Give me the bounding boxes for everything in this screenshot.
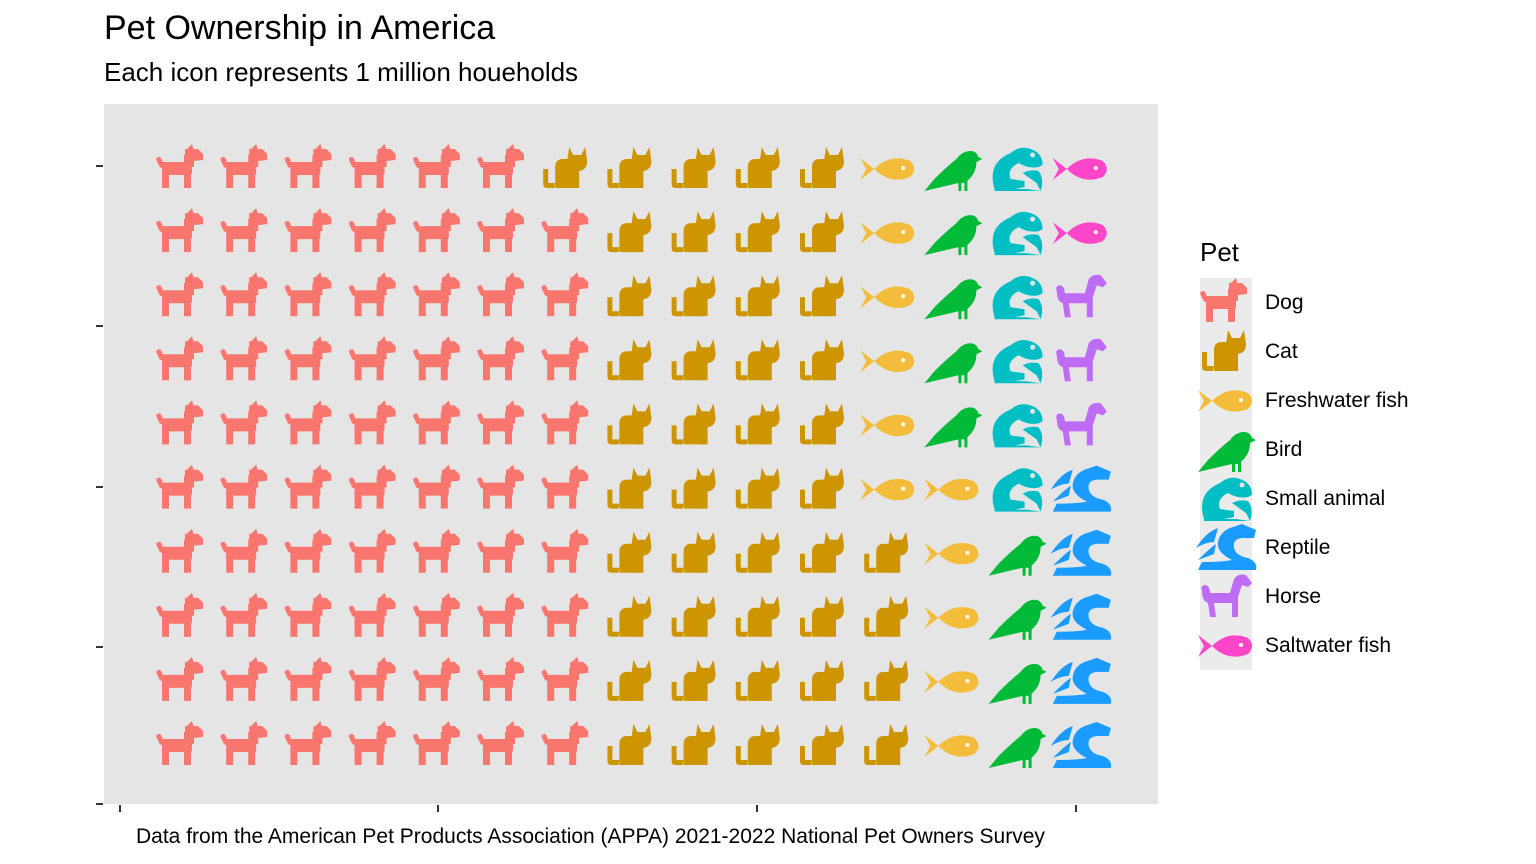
legend-item: Bird xyxy=(1198,425,1500,474)
dog-icon xyxy=(1199,277,1247,322)
legend-label: Bird xyxy=(1265,437,1303,461)
frog-icon xyxy=(1202,477,1252,521)
x-axis-ticks xyxy=(119,805,1077,812)
legend-keys: Dog Cat Freshwater fish Bird Small animal Rep… xyxy=(1196,277,1500,670)
legend: Pet Dog Cat Freshwater fish Bird Small anima… xyxy=(1196,236,1500,670)
bird-icon xyxy=(1198,431,1256,472)
y-axis-ticks xyxy=(96,165,103,805)
legend-label: Reptile xyxy=(1265,535,1331,559)
legend-item: Dog xyxy=(1199,277,1500,327)
legend-key xyxy=(1198,376,1252,425)
legend-item: Horse xyxy=(1200,572,1500,621)
legend-key xyxy=(1200,327,1252,376)
fish-icon xyxy=(1198,634,1252,657)
horse-icon xyxy=(1201,574,1252,617)
legend-key xyxy=(1199,277,1252,327)
legend-label: Small animal xyxy=(1265,486,1386,510)
legend-label: Saltwater fish xyxy=(1265,633,1392,657)
legend-key xyxy=(1200,474,1252,523)
legend-label: Freshwater fish xyxy=(1265,388,1409,412)
fish-icon xyxy=(1198,389,1252,412)
chart-caption: Data from the American Pet Products Asso… xyxy=(136,825,1045,848)
chart-subtitle: Each icon represents 1 million houeholds xyxy=(104,57,579,87)
legend-item: Cat xyxy=(1200,327,1500,376)
legend-label: Dog xyxy=(1265,290,1304,314)
legend-title: Pet xyxy=(1200,237,1240,267)
legend-key xyxy=(1198,425,1256,474)
legend-item: Freshwater fish xyxy=(1198,376,1500,425)
legend-label: Horse xyxy=(1265,584,1322,608)
legend-item: Saltwater fish xyxy=(1198,621,1500,670)
legend-key xyxy=(1196,523,1257,572)
legend-label: Cat xyxy=(1265,339,1298,363)
legend-item: Reptile xyxy=(1196,523,1500,572)
legend-key xyxy=(1200,572,1252,621)
cat-icon xyxy=(1202,329,1246,371)
chart-title: Pet Ownership in America xyxy=(104,9,496,47)
legend-key xyxy=(1198,621,1252,670)
legend-item: Small animal xyxy=(1200,474,1500,523)
dragon-icon xyxy=(1196,523,1257,570)
